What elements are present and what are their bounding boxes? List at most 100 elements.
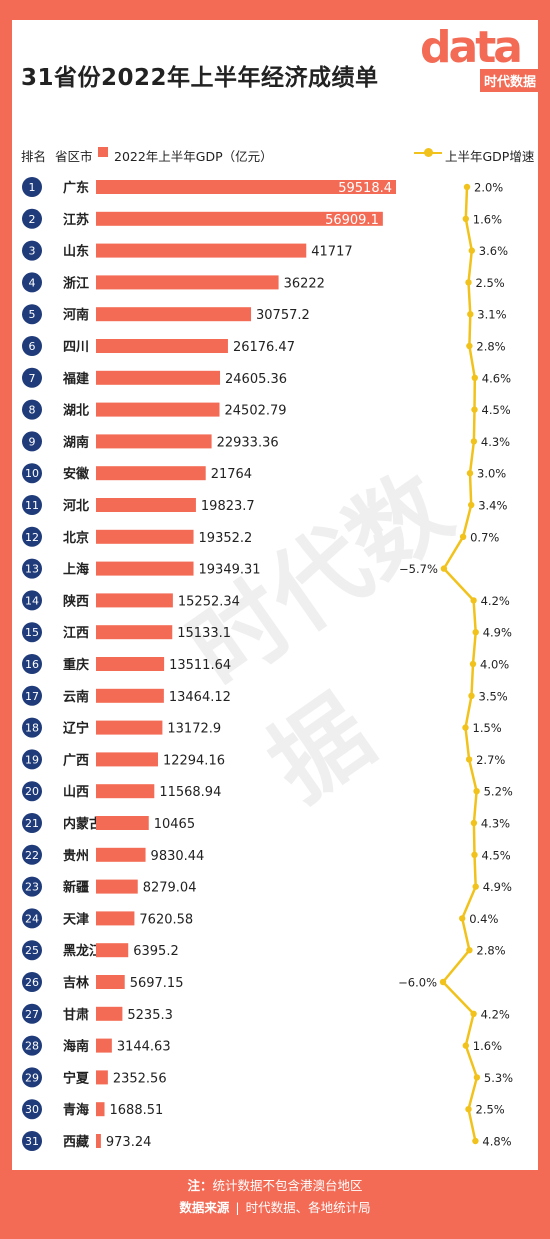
rank-badge bbox=[22, 240, 42, 261]
province-label: 浙江 bbox=[63, 275, 89, 291]
rank-label: 14 bbox=[25, 594, 39, 607]
gdp-value-label: 5235.3 bbox=[127, 1008, 172, 1023]
province-label: 广西 bbox=[63, 752, 89, 768]
growth-point bbox=[462, 1042, 469, 1049]
province-label: 甘肃 bbox=[63, 1007, 89, 1023]
growth-value-label: 4.2% bbox=[481, 594, 510, 608]
rank-label: 16 bbox=[25, 658, 39, 671]
gdp-value-label: 59518.4 bbox=[338, 181, 392, 196]
legend-bar-swatch bbox=[98, 147, 108, 157]
header-rank: 排名 bbox=[21, 149, 47, 164]
footer-source: 时代数据、各地统计局 bbox=[245, 1200, 371, 1215]
rank-label: 28 bbox=[25, 1040, 39, 1053]
gdp-value-label: 24605.36 bbox=[225, 372, 287, 387]
gdp-value-label: 56909.1 bbox=[325, 213, 379, 228]
gdp-value-label: 6395.2 bbox=[133, 944, 179, 959]
rank-label: 27 bbox=[25, 1008, 39, 1021]
province-label: 广东 bbox=[63, 180, 89, 196]
gdp-value-label: 7620.58 bbox=[139, 912, 193, 927]
rank-label: 12 bbox=[25, 531, 39, 544]
province-label: 云南 bbox=[63, 689, 89, 705]
province-label: 北京 bbox=[63, 530, 89, 546]
province-label: 江西 bbox=[63, 625, 89, 641]
gdp-bar bbox=[96, 784, 155, 799]
rank-badge bbox=[22, 272, 42, 293]
province-label: 安徽 bbox=[63, 466, 90, 482]
rank-badge bbox=[22, 367, 42, 388]
rank-badge bbox=[22, 558, 42, 579]
gdp-bar bbox=[96, 720, 163, 735]
province-label: 辽宁 bbox=[63, 721, 89, 737]
growth-point bbox=[471, 851, 478, 858]
growth-value-label: 4.5% bbox=[482, 403, 511, 417]
gdp-value-label: 13464.12 bbox=[169, 690, 231, 705]
province-label: 内蒙古 bbox=[63, 816, 102, 832]
province-label: 山东 bbox=[63, 244, 89, 260]
growth-point bbox=[468, 692, 475, 699]
province-label: 新疆 bbox=[63, 880, 89, 896]
rank-badge bbox=[22, 781, 42, 802]
rank-badge bbox=[22, 908, 42, 929]
growth-value-label: 2.5% bbox=[476, 1103, 505, 1117]
footer-separator: | bbox=[235, 1200, 240, 1215]
rank-badge bbox=[22, 1003, 42, 1024]
gdp-bar bbox=[96, 943, 129, 958]
rank-label: 24 bbox=[25, 912, 39, 925]
rank-badge bbox=[22, 177, 42, 197]
rank-badge bbox=[22, 717, 42, 738]
gdp-value-label: 13172.9 bbox=[167, 722, 221, 737]
rank-badge bbox=[22, 304, 42, 325]
growth-point bbox=[465, 756, 473, 763]
rank-badge bbox=[22, 1099, 42, 1120]
growth-point bbox=[469, 660, 477, 668]
rank-label: 17 bbox=[25, 690, 39, 703]
growth-value-label: 3.6% bbox=[479, 244, 508, 258]
gdp-bar bbox=[96, 847, 146, 862]
growth-point bbox=[470, 597, 477, 604]
footer-note-row: 注：统计数据不包含港澳台地区 bbox=[0, 1175, 550, 1197]
gdp-bar bbox=[96, 370, 221, 385]
growth-point bbox=[465, 1106, 472, 1113]
rank-badge bbox=[22, 685, 42, 706]
growth-value-label: 4.3% bbox=[481, 817, 510, 831]
gdp-bar bbox=[96, 498, 196, 512]
gdp-bar bbox=[96, 975, 125, 989]
rank-label: 7 bbox=[29, 372, 36, 385]
gdp-value-label: 24502.79 bbox=[225, 404, 287, 419]
rank-label: 6 bbox=[29, 340, 36, 353]
growth-point bbox=[470, 438, 478, 445]
chart-title: 31省份2022年上半年经济成绩单 bbox=[21, 65, 379, 91]
growth-point bbox=[473, 1074, 481, 1081]
growth-value-label: 1.6% bbox=[473, 1039, 502, 1053]
footer-note: 统计数据不包含港澳台地区 bbox=[212, 1178, 363, 1193]
growth-point bbox=[470, 1010, 477, 1017]
province-label: 上海 bbox=[63, 562, 89, 578]
gdp-bar bbox=[96, 1038, 112, 1053]
gdp-value-label: 36222 bbox=[284, 276, 325, 291]
growth-value-label: 1.6% bbox=[473, 212, 502, 226]
growth-point bbox=[472, 1137, 479, 1145]
rank-badge bbox=[22, 622, 42, 643]
growth-point bbox=[466, 342, 473, 350]
rank-label: 10 bbox=[25, 467, 39, 480]
province-label: 四川 bbox=[63, 340, 89, 355]
rank-label: 21 bbox=[25, 817, 39, 830]
growth-value-label: 0.7% bbox=[470, 530, 499, 544]
gdp-value-label: 15133.1 bbox=[177, 626, 231, 641]
gdp-value-label: 973.24 bbox=[106, 1135, 152, 1150]
legend-dot-swatch bbox=[424, 148, 433, 157]
gdp-value-label: 11568.94 bbox=[159, 785, 221, 800]
growth-value-label: 3.5% bbox=[479, 689, 508, 703]
growth-point bbox=[459, 533, 467, 540]
province-label: 湖北 bbox=[63, 404, 89, 419]
gdp-value-label: 22933.36 bbox=[217, 435, 279, 450]
rank-badge bbox=[22, 844, 42, 865]
footer-note-label: 注： bbox=[187, 1178, 213, 1193]
rank-badge bbox=[22, 1131, 42, 1151]
gdp-value-label: 15252.34 bbox=[178, 594, 240, 609]
province-label: 吉林 bbox=[63, 975, 89, 991]
gdp-value-label: 3144.63 bbox=[117, 1040, 171, 1055]
gdp-value-label: 30757.2 bbox=[256, 308, 310, 323]
gdp-bar bbox=[96, 402, 220, 417]
rank-badge bbox=[22, 1035, 42, 1056]
